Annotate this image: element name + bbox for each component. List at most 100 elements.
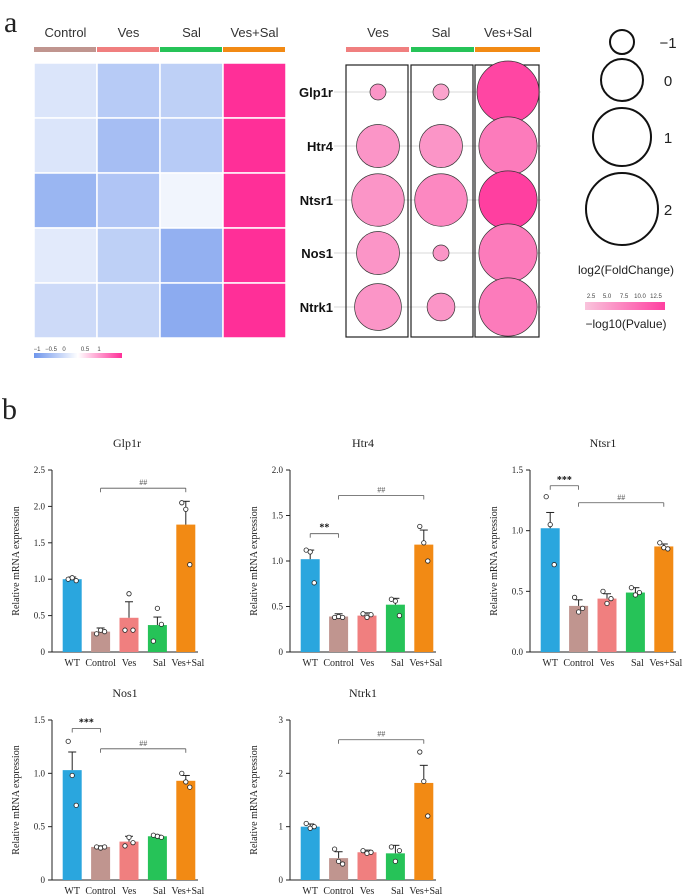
data-point bbox=[126, 591, 132, 597]
bubble-point bbox=[354, 283, 402, 331]
data-point bbox=[69, 575, 75, 581]
bubble-point bbox=[478, 223, 538, 283]
bar bbox=[385, 853, 405, 880]
data-point bbox=[303, 820, 309, 827]
data-point bbox=[543, 494, 549, 500]
panel-label-b: b bbox=[2, 393, 17, 426]
heatmap-cell bbox=[96, 282, 161, 339]
size-legend-title: log2(FoldChange) bbox=[578, 263, 674, 277]
heatmap-cell bbox=[33, 117, 98, 174]
x-tick-label: Ves+Sal bbox=[409, 886, 442, 894]
color-legend-tick: 12.5 bbox=[650, 294, 662, 300]
x-tick-label: Ves bbox=[360, 886, 375, 894]
bar bbox=[414, 544, 434, 652]
data-point bbox=[339, 614, 346, 621]
bubble-point bbox=[432, 244, 450, 262]
data-point bbox=[331, 846, 338, 852]
x-tick-label: Control bbox=[85, 886, 116, 894]
bar bbox=[597, 598, 617, 652]
heatmap-column-label: Control bbox=[45, 25, 87, 40]
y-axis-label: Relative mRNA expression bbox=[11, 745, 22, 854]
heatmap-cell bbox=[96, 62, 161, 119]
y-tick-label: 1.0 bbox=[34, 574, 46, 584]
bar bbox=[329, 616, 349, 652]
data-point bbox=[65, 738, 71, 744]
bubble-column-frame bbox=[345, 64, 409, 338]
bar bbox=[300, 826, 320, 880]
x-tick-label: Control bbox=[563, 658, 594, 669]
data-point bbox=[130, 627, 136, 633]
data-point bbox=[417, 749, 423, 755]
heatmap-cell bbox=[159, 62, 224, 119]
y-tick-label: 1.0 bbox=[34, 768, 46, 778]
color-legend-bar bbox=[585, 302, 665, 310]
data-point bbox=[126, 834, 132, 840]
data-point bbox=[307, 549, 313, 555]
significance-label: ## bbox=[377, 730, 385, 739]
heatmap-cell bbox=[222, 282, 287, 339]
bubble-group-bar bbox=[475, 47, 540, 52]
x-tick-label: Sal bbox=[391, 658, 404, 669]
bubble-point bbox=[476, 60, 540, 124]
heatmap-cell bbox=[159, 282, 224, 339]
data-point bbox=[311, 824, 317, 830]
bubble-point bbox=[426, 292, 456, 322]
heatmap-cell bbox=[222, 62, 287, 119]
heatmap-cell bbox=[96, 172, 161, 229]
x-tick-label: WT bbox=[64, 886, 80, 894]
x-tick-label: WT bbox=[542, 658, 558, 669]
bar-chart-htr4: Htr4 0 0.5 1.0 1.5 2.0 Relative mRNA expressio… bbox=[249, 436, 442, 669]
y-tick-label: 0.5 bbox=[272, 602, 284, 612]
data-point bbox=[158, 621, 164, 627]
heatmap-cell bbox=[159, 227, 224, 284]
y-tick-label: 0.5 bbox=[34, 611, 46, 621]
bubble-column-frame bbox=[410, 64, 474, 338]
data-point bbox=[551, 562, 557, 568]
bar bbox=[119, 841, 139, 880]
bubble-row-label: Ntrk1 bbox=[300, 300, 333, 315]
heatmap-cell bbox=[33, 282, 98, 339]
heatmap-cell bbox=[222, 117, 287, 174]
y-tick-label: 1.5 bbox=[34, 715, 46, 725]
significance-label: ** bbox=[319, 523, 329, 534]
y-tick-label: 2.0 bbox=[272, 465, 284, 475]
bubble-row-label: Htr4 bbox=[307, 139, 334, 154]
significance-label: ## bbox=[139, 739, 147, 748]
size-legend-value: 0 bbox=[664, 73, 672, 90]
y-tick-label: 0.5 bbox=[34, 822, 46, 832]
data-point bbox=[94, 631, 100, 637]
data-point bbox=[311, 580, 317, 586]
bar-charts: Glp1r 0 0.5 1.0 1.5 2.0 2.5 Relative mRNA expre… bbox=[11, 436, 682, 894]
data-point bbox=[187, 784, 193, 790]
x-tick-label: Control bbox=[323, 658, 354, 669]
data-point bbox=[368, 612, 374, 618]
y-tick-label: 2.0 bbox=[34, 501, 46, 511]
bar bbox=[91, 846, 111, 880]
chart-title: Glp1r bbox=[113, 436, 141, 450]
bar bbox=[625, 592, 645, 652]
bar bbox=[357, 615, 377, 652]
data-point bbox=[179, 500, 185, 506]
data-point bbox=[575, 609, 582, 615]
bubble-column-label: Ves+Sal bbox=[484, 25, 532, 40]
y-tick-label: 1 bbox=[279, 822, 284, 832]
bubble-point bbox=[419, 124, 463, 168]
x-tick-label: Sal bbox=[631, 658, 644, 669]
y-tick-label: 1.5 bbox=[272, 511, 284, 521]
x-tick-label: Ves+Sal bbox=[649, 658, 682, 669]
data-point bbox=[547, 521, 553, 528]
bubble-group-bar bbox=[411, 47, 474, 52]
chart-title: Htr4 bbox=[352, 436, 374, 450]
heatmap-legend-tick: 0 bbox=[62, 347, 66, 353]
data-point bbox=[392, 598, 398, 604]
data-point bbox=[154, 605, 160, 611]
y-tick-label: 2 bbox=[279, 768, 284, 778]
data-point bbox=[368, 849, 374, 855]
x-tick-label: Sal bbox=[391, 886, 404, 894]
x-tick-label: Control bbox=[85, 658, 116, 669]
data-point bbox=[360, 848, 366, 854]
data-point bbox=[187, 562, 193, 568]
bubble-column-label: Ves bbox=[367, 25, 389, 40]
data-point bbox=[396, 612, 402, 619]
x-tick-label: WT bbox=[302, 886, 318, 894]
